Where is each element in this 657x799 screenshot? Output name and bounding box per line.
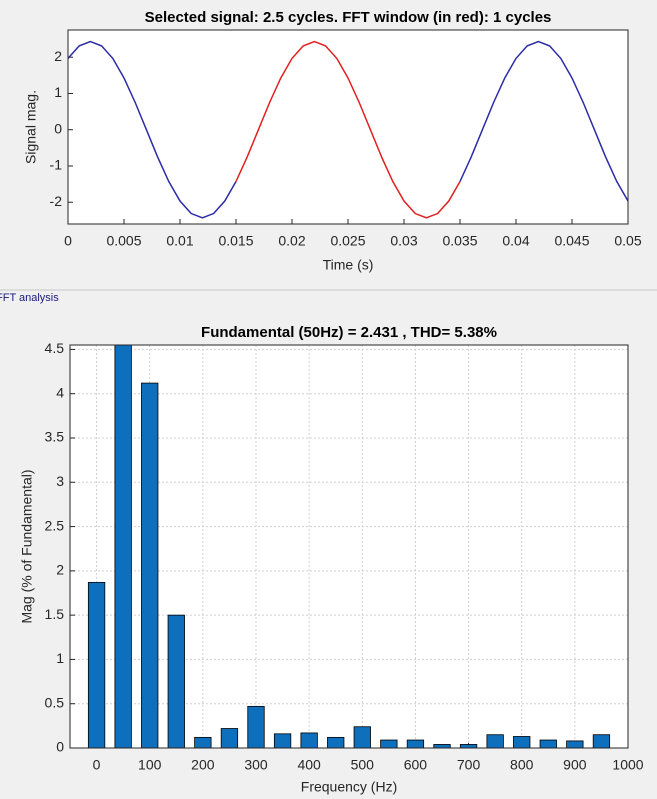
y-tick-label: 1.5	[45, 606, 65, 622]
bar	[220, 728, 239, 748]
bar	[406, 739, 425, 748]
x-tick-label: 700	[457, 757, 481, 773]
bar	[247, 705, 265, 748]
x-tick-label: 0.04	[502, 233, 529, 249]
bar	[141, 382, 159, 748]
signal-line	[68, 40, 628, 219]
x-tick-label: 0	[64, 233, 72, 249]
plot-area	[68, 30, 628, 224]
y-axis-label: Signal mag.	[23, 90, 39, 164]
x-tick-label: 300	[244, 757, 268, 773]
axes-box	[67, 29, 629, 225]
y-tick-label: -1	[50, 157, 63, 173]
x-tick-label: 800	[510, 757, 534, 773]
y-tick-label: 1	[54, 84, 62, 100]
x-tick-label: 400	[297, 757, 321, 773]
bar	[300, 732, 318, 748]
x-axis-label: Frequency (Hz)	[301, 779, 397, 795]
y-tick-label: -2	[50, 193, 63, 209]
bar	[380, 739, 398, 748]
x-tick-label: 900	[563, 757, 587, 773]
bar	[353, 726, 371, 748]
bar	[592, 734, 611, 748]
bar	[114, 345, 132, 748]
x-tick-label: 600	[404, 757, 428, 773]
y-axis-label: Mag (% of Fundamental)	[19, 469, 35, 623]
bar	[433, 744, 451, 748]
chart-title: Fundamental (50Hz) = 2.431 , THD= 5.38%	[201, 324, 497, 341]
y-tick-label: 1	[56, 650, 64, 666]
x-tick-label: 0.035	[442, 233, 477, 249]
bar	[87, 581, 106, 748]
plot-area	[70, 345, 628, 748]
y-tick-label: 4	[56, 384, 64, 400]
x-tick-label: 0.02	[278, 233, 305, 249]
y-tick-label: 3	[56, 473, 64, 489]
x-tick-label: 0.005	[106, 233, 141, 249]
x-tick-label: 1000	[612, 757, 643, 773]
x-tick-label: 100	[138, 757, 162, 773]
x-tick-label: 0.045	[554, 233, 589, 249]
x-tick-label: 0.015	[218, 233, 253, 249]
x-tick-label: 0	[93, 757, 101, 773]
bar	[273, 733, 292, 748]
bar	[327, 736, 345, 748]
x-tick-label: 200	[191, 757, 215, 773]
bar	[513, 736, 531, 748]
x-axis-label: Time (s)	[323, 257, 374, 273]
y-tick-label: 2	[54, 48, 62, 64]
x-tick-label: 500	[351, 757, 375, 773]
bar	[167, 614, 185, 748]
x-tick-label: 0.01	[166, 233, 193, 249]
x-tick-label: 0.025	[330, 233, 365, 249]
y-tick-label: 4.5	[45, 340, 65, 356]
bar	[566, 740, 584, 748]
chart-title: Selected signal: 2.5 cycles. FFT window …	[145, 9, 552, 26]
panel-label: FFT analysis	[0, 292, 59, 304]
bar	[459, 744, 478, 748]
x-tick-label: 0.05	[614, 233, 641, 249]
y-tick-label: 3.5	[45, 429, 65, 445]
y-tick-label: 2.5	[45, 517, 65, 533]
y-tick-label: 0	[54, 120, 62, 136]
signal-line	[235, 40, 461, 219]
y-tick-label: 0	[56, 739, 64, 755]
bar	[194, 736, 212, 748]
x-tick-label: 0.03	[390, 233, 417, 249]
y-tick-label: 0.5	[45, 694, 65, 710]
bar	[486, 734, 504, 748]
bar	[539, 739, 557, 748]
y-tick-label: 2	[56, 562, 64, 578]
axes-box	[69, 344, 629, 749]
